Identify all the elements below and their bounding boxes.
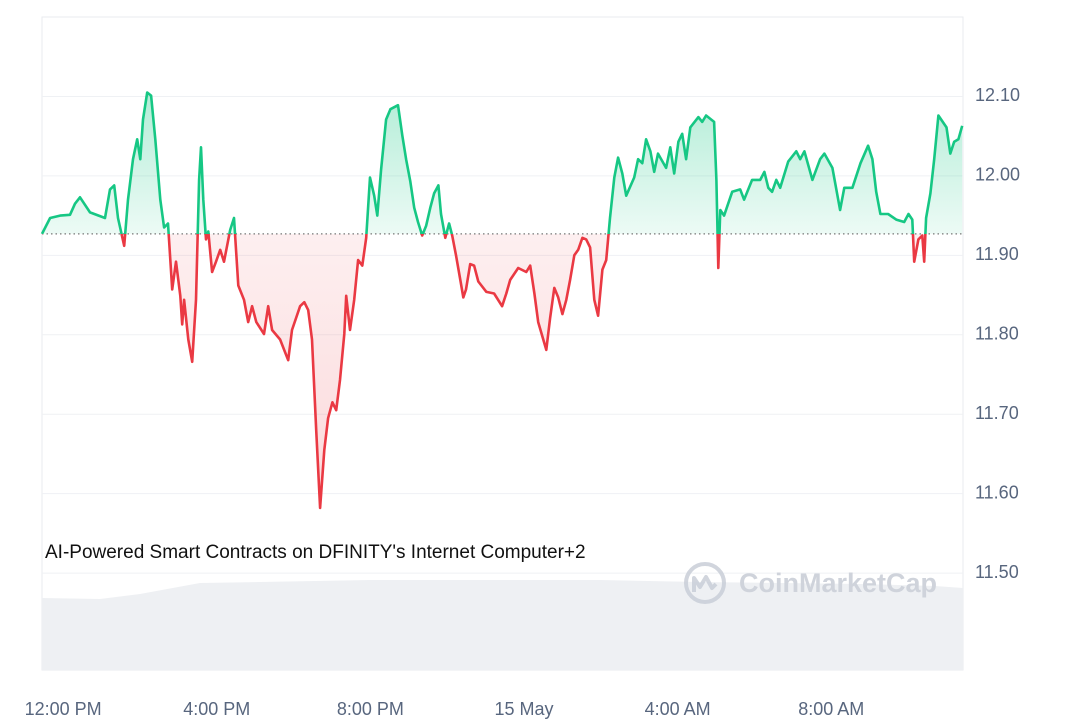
volume-area <box>42 580 963 670</box>
y-tick-label: 11.80 <box>975 324 1019 344</box>
x-tick-label: 8:00 PM <box>337 699 404 719</box>
y-tick-label: 12.00 <box>975 165 1020 185</box>
y-tick-label: 11.60 <box>975 482 1019 502</box>
watermark: CoinMarketCap <box>739 568 937 598</box>
annotation: AI-Powered Smart Contracts on DFINITY's … <box>45 542 586 563</box>
x-tick-label: 8:00 AM <box>798 699 864 719</box>
x-tick-label: 4:00 AM <box>645 699 711 719</box>
area <box>42 92 963 508</box>
plot <box>40 91 964 510</box>
x-tick-label: 12:00 PM <box>25 699 102 719</box>
watermark-logo <box>684 562 726 604</box>
y-tick-label: 11.50 <box>975 562 1019 582</box>
y-tick-label: 12.10 <box>975 85 1020 105</box>
y-tick-label: 11.70 <box>975 403 1019 423</box>
y-tick-label: 11.90 <box>975 244 1019 264</box>
price-line <box>40 91 964 510</box>
x-tick-label: 15 May <box>494 699 553 719</box>
x-tick-label: 4:00 PM <box>183 699 250 719</box>
